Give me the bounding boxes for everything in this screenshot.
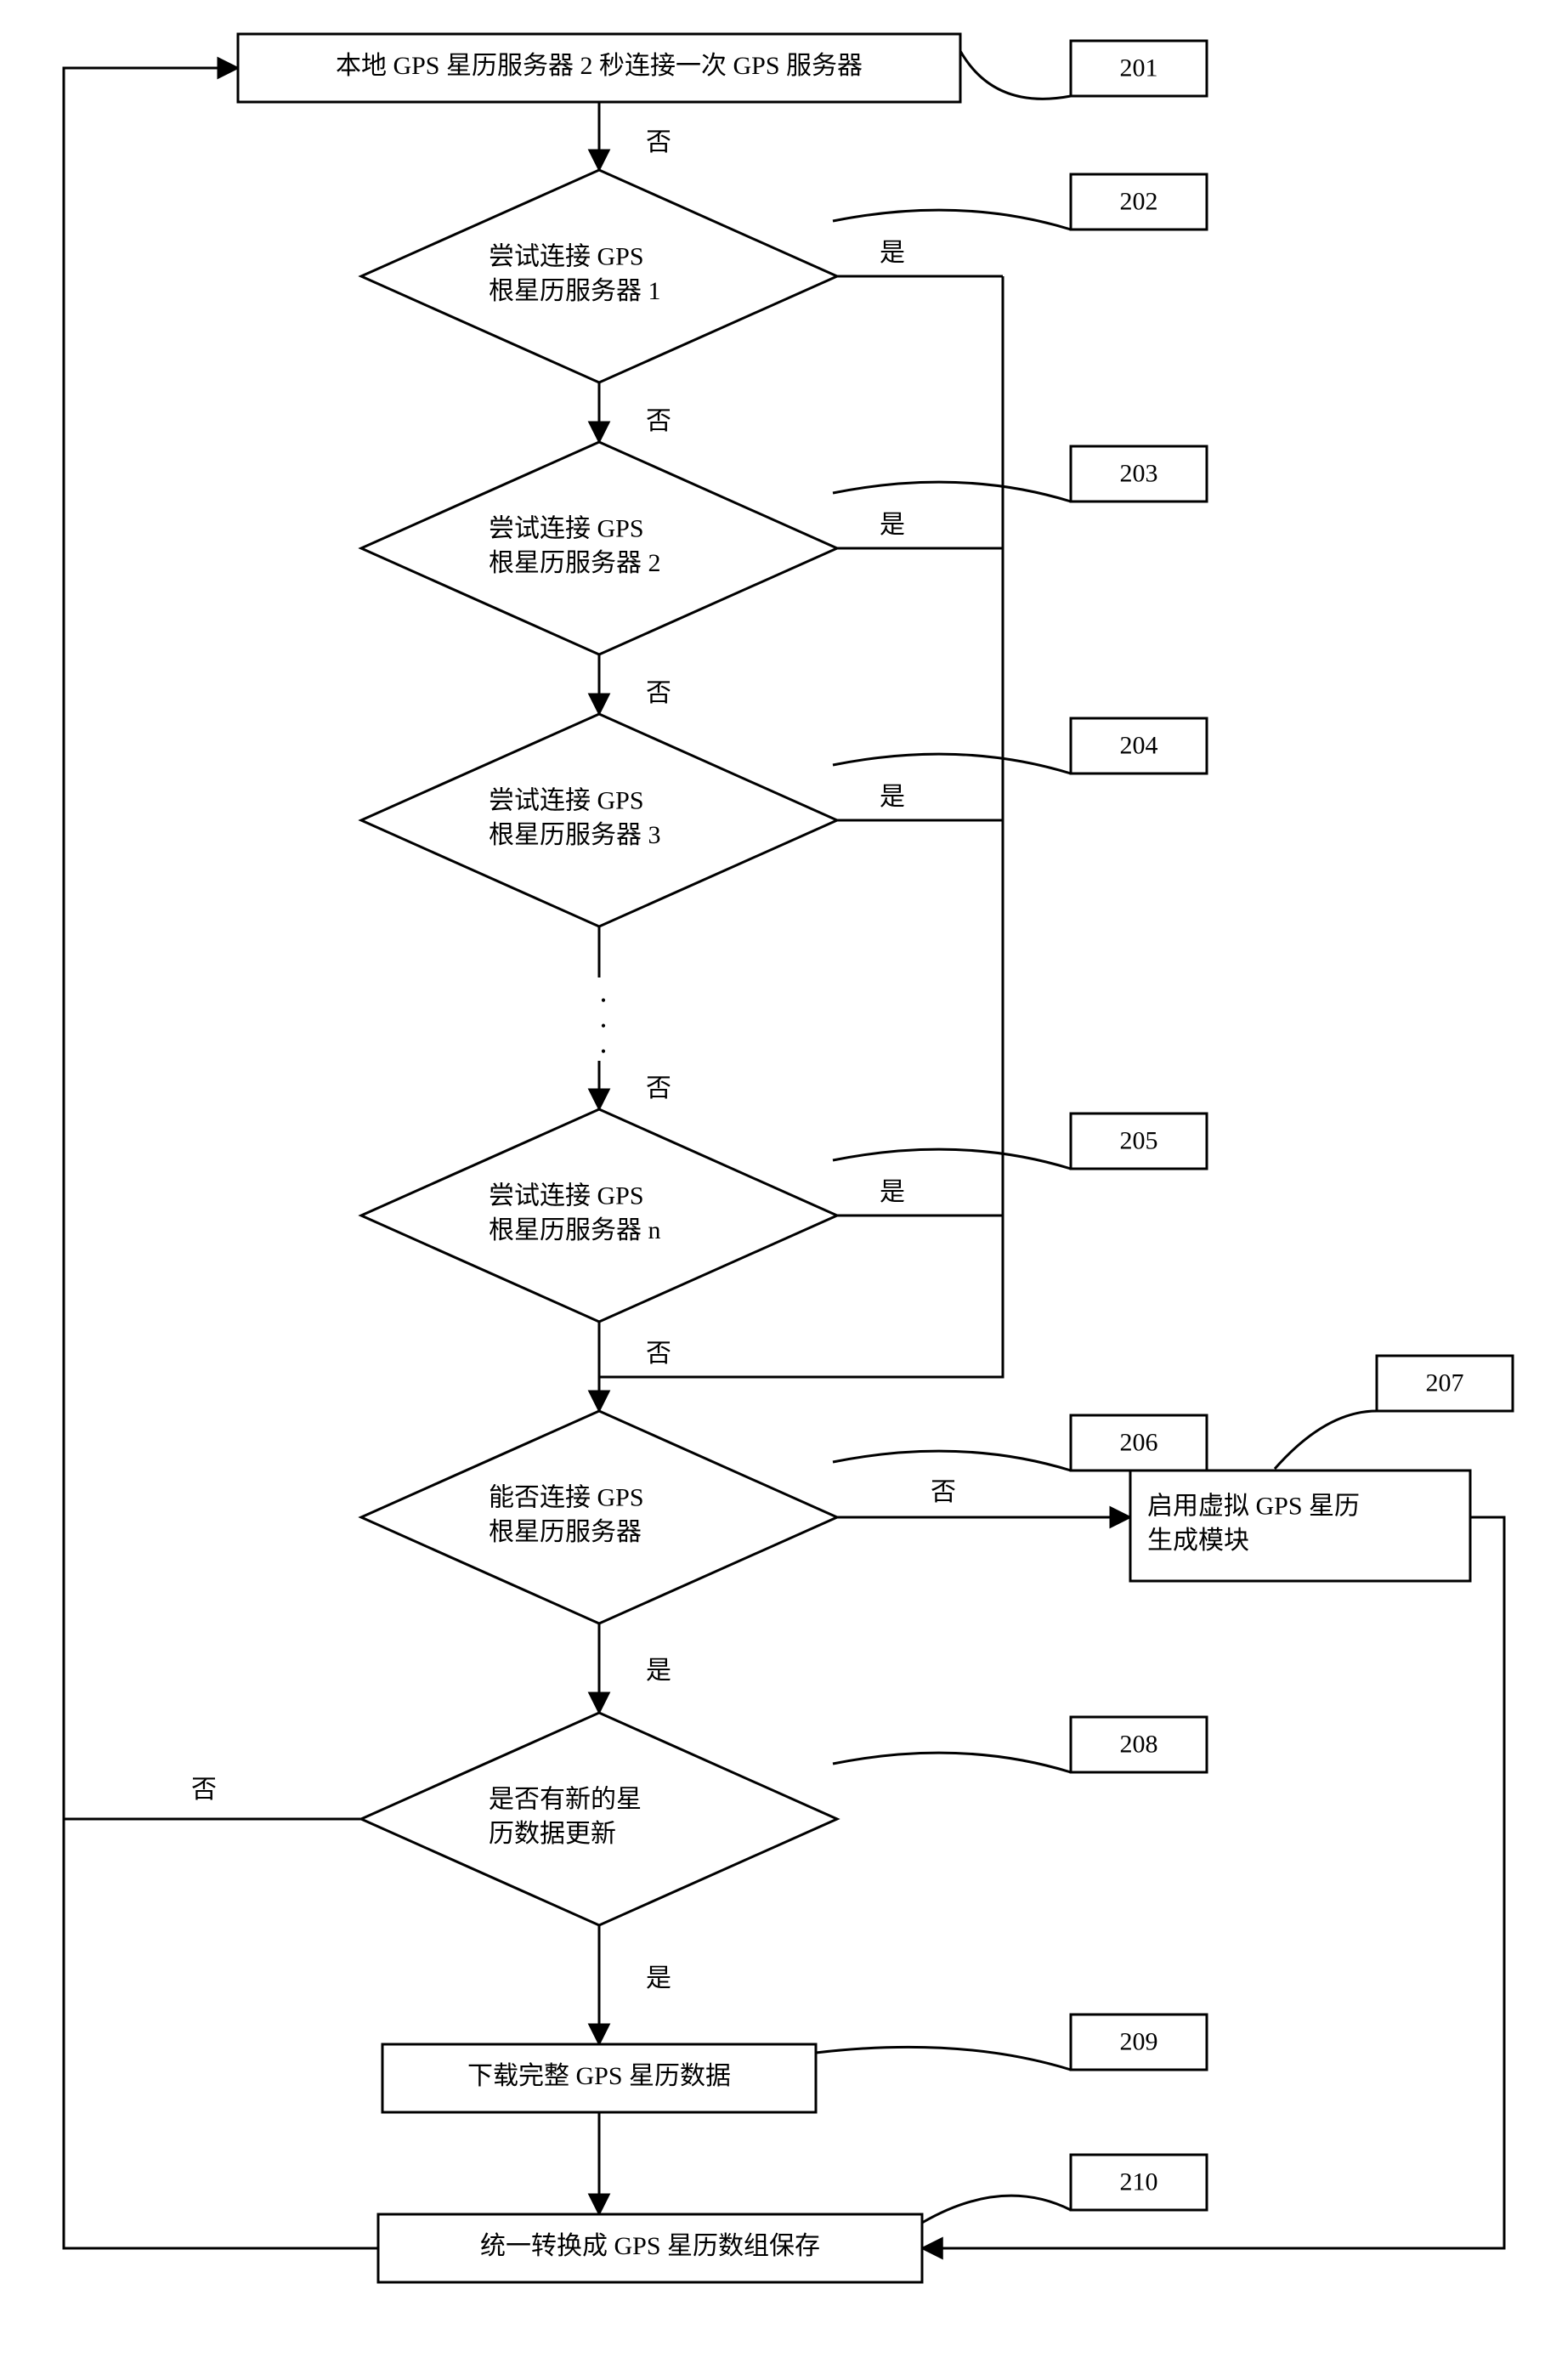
ref-r209: 209	[816, 2014, 1207, 2070]
edge-label: 否	[646, 407, 671, 435]
edge-label: 是	[646, 1964, 671, 1992]
node-text-line: 尝试连接 GPS	[489, 787, 644, 815]
edge-label: 是	[880, 1178, 905, 1206]
ref-number: 202	[1120, 187, 1158, 215]
reference-labels: 201 202 203 204 205 206 207 208 209 210	[816, 41, 1513, 2223]
node-n201: 本地 GPS 星历服务器 2 秒连接一次 GPS 服务器	[238, 34, 960, 102]
node-text: 统一转换成 GPS 星历数组保存	[480, 2232, 820, 2260]
node-d205: 尝试连接 GPS 根星历服务器 n	[361, 1109, 837, 1322]
ref-leader	[922, 2196, 1071, 2223]
ref-leader	[833, 1149, 1071, 1169]
ref-number: 203	[1120, 459, 1158, 487]
edge-label: 是	[646, 1657, 671, 1685]
ref-r206: 206	[833, 1415, 1207, 1470]
edge-label: 否	[931, 1478, 956, 1506]
edge-label: 否	[646, 1340, 671, 1368]
ref-number: 205	[1120, 1126, 1158, 1154]
ref-leader	[960, 51, 1071, 99]
edge-label: 否	[646, 1074, 671, 1102]
nodes: 本地 GPS 星历服务器 2 秒连接一次 GPS 服务器尝试连接 GPS 根星历服…	[238, 34, 1470, 2282]
node-text-line: 根星历服务器 3	[489, 821, 661, 849]
edge-label: 否	[191, 1776, 217, 1804]
edges: 否否否否否是是是是是是否否	[64, 68, 1504, 2248]
ref-leader	[833, 1753, 1071, 1772]
node-text-line: 尝试连接 GPS	[489, 515, 644, 543]
ref-r208: 208	[833, 1717, 1207, 1772]
edge	[64, 1819, 378, 2248]
edge	[922, 1517, 1504, 2248]
node-text-line: 根星历服务器	[489, 1518, 642, 1546]
ellipsis-dot: .	[600, 1025, 608, 1059]
ref-r203: 203	[833, 446, 1207, 502]
node-n209: 下载完整 GPS 星历数据	[382, 2044, 816, 2112]
node-text-line: 根星历服务器 1	[489, 277, 661, 305]
node-n210: 统一转换成 GPS 星历数组保存	[378, 2214, 922, 2282]
ref-r210: 210	[922, 2155, 1207, 2223]
ref-r202: 202	[833, 174, 1207, 230]
ref-r207: 207	[1275, 1356, 1513, 1469]
node-text-line: 根星历服务器 n	[489, 1216, 661, 1244]
node-d202: 尝试连接 GPS 根星历服务器 1	[361, 170, 837, 382]
ref-number: 206	[1120, 1428, 1158, 1456]
ref-leader	[833, 482, 1071, 502]
node-text-line: 是否有新的星	[489, 1786, 642, 1814]
ref-number: 209	[1120, 2027, 1158, 2055]
node-d204: 尝试连接 GPS 根星历服务器 3	[361, 714, 837, 926]
node-d206: 能否连接 GPS 根星历服务器	[361, 1411, 837, 1624]
ref-r204: 204	[833, 718, 1207, 774]
edge-label: 否	[646, 679, 671, 707]
ref-r201: 201	[960, 41, 1207, 99]
ref-number: 207	[1426, 1368, 1464, 1397]
ref-r205: 205	[833, 1114, 1207, 1169]
node-text-line: 启用虚拟 GPS 星历	[1147, 1493, 1360, 1521]
node-d203: 尝试连接 GPS 根星历服务器 2	[361, 442, 837, 654]
node-d208: 是否有新的星历数据更新	[361, 1713, 837, 1925]
node-text: 下载完整 GPS 星历数据	[467, 2062, 731, 2090]
ref-number: 204	[1120, 731, 1158, 759]
node-text-line: 根星历服务器 2	[489, 549, 661, 577]
node-text-line: 能否连接 GPS	[489, 1484, 644, 1512]
ref-number: 208	[1120, 1730, 1158, 1758]
ref-number: 201	[1120, 54, 1158, 82]
ref-leader	[833, 754, 1071, 774]
node-text-line: 生成模块	[1147, 1527, 1249, 1555]
ref-number: 210	[1120, 2168, 1158, 2196]
node-text-line: 尝试连接 GPS	[489, 1182, 644, 1210]
edge-label: 否	[646, 128, 671, 156]
edge-label: 是	[880, 511, 905, 539]
ref-leader	[816, 2047, 1071, 2070]
edge-label: 是	[880, 239, 905, 267]
node-text-line: 历数据更新	[489, 1820, 616, 1848]
edge-label: 是	[880, 783, 905, 811]
node-text-line: 尝试连接 GPS	[489, 243, 644, 271]
node-n207: 启用虚拟 GPS 星历生成模块	[1130, 1470, 1470, 1581]
ref-leader	[833, 1451, 1071, 1470]
ref-leader	[1275, 1411, 1377, 1469]
node-text: 本地 GPS 星历服务器 2 秒连接一次 GPS 服务器	[336, 52, 863, 80]
edge	[64, 68, 361, 1819]
ref-leader	[833, 210, 1071, 230]
